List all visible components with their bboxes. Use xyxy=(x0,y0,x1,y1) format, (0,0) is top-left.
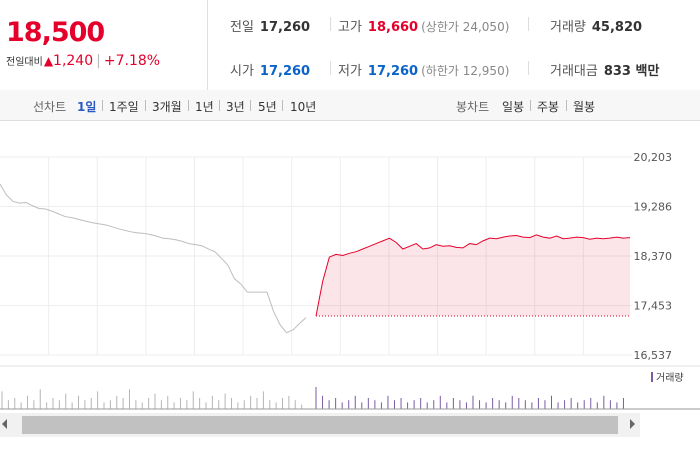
price-chart: 20,203 19,286 18,370 17,453 16,537 거래량 xyxy=(0,151,700,410)
current-price: 18,500 xyxy=(6,17,105,48)
lower-limit: (하한가 12,950) xyxy=(421,64,510,78)
y-tick-label: 16,537 xyxy=(634,349,673,362)
stat-high: 고가 18,660 (상한가 24,050) xyxy=(338,16,509,35)
tab-divider xyxy=(102,100,103,111)
y-tick-label: 19,286 xyxy=(634,201,673,214)
stat-label: 시가 xyxy=(230,64,254,79)
tab-monthly[interactable]: 월봉 xyxy=(573,100,596,114)
y-tick-label: 17,453 xyxy=(634,300,673,313)
horizontal-scrollbar[interactable] xyxy=(0,413,640,437)
tab-1d[interactable]: 1일 xyxy=(77,100,97,114)
tab-3m[interactable]: 3개월 xyxy=(152,100,182,114)
tab-weekly[interactable]: 주봉 xyxy=(537,100,560,114)
tab-5y[interactable]: 5년 xyxy=(258,100,277,114)
tab-3y[interactable]: 3년 xyxy=(226,100,245,114)
price-change: 전일대비▲1,240 | +7.18% xyxy=(6,53,160,69)
tab-divider xyxy=(145,100,146,111)
scroll-right-icon[interactable] xyxy=(630,419,635,429)
change-label: 전일대비 xyxy=(6,57,43,68)
volume-legend-marker xyxy=(651,372,653,382)
change-amount: 1,240 xyxy=(53,53,94,69)
stat-volume: 거래량 45,820 xyxy=(550,16,642,35)
stat-value: 17,260 xyxy=(259,20,311,35)
stat-value: 17,260 xyxy=(367,64,419,79)
tab-1w[interactable]: 1주일 xyxy=(109,100,139,114)
stat-label: 거래대금 xyxy=(550,64,598,79)
tab-divider xyxy=(282,100,283,111)
divider xyxy=(528,17,529,31)
y-tick-label: 18,370 xyxy=(634,250,673,263)
chart-tabs: 선차트 1일 1주일 3개월 1년 3년 5년 10년 봉차트 일봉 주봉 월봉 xyxy=(0,90,700,121)
tab-divider xyxy=(250,100,251,111)
change-divider: | xyxy=(96,53,101,69)
quote-header: 18,500 전일대비▲1,240 | +7.18% 전일 17,260 고가 18,6… xyxy=(0,0,700,91)
divider xyxy=(330,17,331,31)
tab-divider xyxy=(530,100,531,111)
candle-chart-label: 봉차트 xyxy=(456,100,490,114)
stat-value: 18,660 xyxy=(367,20,419,35)
scrollbar-thumb[interactable] xyxy=(22,416,618,434)
tab-divider xyxy=(566,100,567,111)
tab-10y[interactable]: 10년 xyxy=(290,100,317,114)
stat-low: 저가 17,260 (하한가 12,950) xyxy=(338,60,509,79)
tab-daily[interactable]: 일봉 xyxy=(502,100,525,114)
divider xyxy=(330,61,331,75)
price-box: 18,500 전일대비▲1,240 | +7.18% xyxy=(0,0,208,90)
stat-value: 17,260 xyxy=(259,64,311,79)
stat-value: 45,820 xyxy=(591,20,643,35)
today-area xyxy=(316,234,630,316)
stat-amount: 거래대금 833 백만 xyxy=(550,60,659,79)
y-tick-label: 20,203 xyxy=(634,151,673,164)
line-chart-label: 선차트 xyxy=(33,100,67,114)
stat-prev-close: 전일 17,260 xyxy=(230,16,310,35)
stat-label: 거래량 xyxy=(550,20,586,35)
scroll-left-icon[interactable] xyxy=(2,419,7,429)
tab-divider xyxy=(219,100,220,111)
today-line xyxy=(315,234,631,317)
tab-1y[interactable]: 1년 xyxy=(195,100,214,114)
stat-label: 저가 xyxy=(338,64,362,79)
stat-label: 고가 xyxy=(338,20,362,35)
upper-limit: (상한가 24,050) xyxy=(421,20,510,34)
divider xyxy=(528,61,529,75)
up-arrow-icon: ▲ xyxy=(43,54,54,68)
stat-value: 833 백만 xyxy=(603,64,660,79)
previous-day-line xyxy=(0,183,307,334)
tab-divider xyxy=(188,100,189,111)
volume-legend: 거래량 xyxy=(656,372,684,384)
change-rate: +7.18% xyxy=(103,53,161,69)
stat-open: 시가 17,260 xyxy=(230,60,310,79)
stat-label: 전일 xyxy=(230,20,254,35)
